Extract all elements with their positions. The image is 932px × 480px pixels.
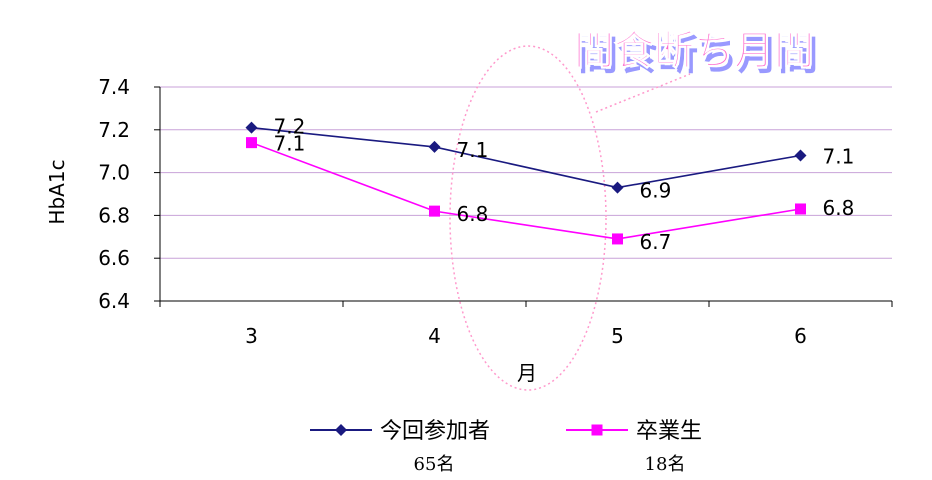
annotation: 間食断ち月間 間食断ち月間 (574, 28, 819, 80)
legend-marker-series-1 (335, 424, 347, 436)
highlight-pointer (595, 73, 691, 113)
series-line-1 (251, 126, 801, 189)
data-label: 7.1 (457, 138, 489, 162)
legend-label-series-1: 今回参加者 (380, 419, 490, 444)
legend-label-series-2: 卒業生 (636, 419, 702, 444)
highlight-ellipse (449, 45, 607, 391)
period-highlight (449, 45, 691, 391)
y-axis-label: HbA1c (45, 159, 69, 224)
x-tick-label: 5 (611, 324, 624, 348)
y-tick-label: 7.0 (98, 161, 130, 185)
data-label: 6.8 (457, 202, 489, 226)
legend-count-series-2: 18名 (645, 454, 686, 475)
data-point (612, 233, 623, 245)
annotation-shadow: 間食断ち月間 (578, 33, 818, 79)
x-tick-label: 4 (428, 324, 441, 348)
x-axis-label: 月 (517, 361, 537, 385)
series-line-2 (251, 141, 801, 240)
y-tick-label: 6.4 (98, 289, 130, 313)
gridlines (160, 86, 892, 259)
data-label: 6.7 (640, 230, 672, 254)
x-tick-label: 3 (245, 324, 258, 348)
data-label: 7.2 (274, 115, 306, 139)
y-tick-label: 6.8 (98, 203, 130, 227)
legend-marker-series-2 (591, 424, 603, 436)
data-point (795, 203, 806, 215)
y-tick-label: 7.4 (98, 75, 130, 99)
legend: 今回参加者 65名 卒業生 18名 (310, 419, 702, 475)
data-point (611, 181, 624, 194)
data-label: 6.9 (640, 179, 672, 203)
data-labels: 7.27.16.97.17.16.86.76.8 (274, 115, 855, 254)
y-tick-label: 6.6 (98, 246, 130, 270)
legend-count-series-1: 65名 (414, 454, 455, 475)
data-label: 7.1 (274, 132, 306, 156)
y-tick-label: 7.2 (98, 118, 130, 142)
data-point (794, 149, 807, 162)
data-point (246, 137, 257, 149)
data-point (429, 205, 440, 217)
data-label: 6.8 (823, 196, 855, 220)
x-tick-label: 6 (794, 324, 807, 348)
axes: 6.4 6.6 6.8 7.0 7.2 7.4 3 4 5 6 (98, 75, 893, 348)
data-label: 7.1 (823, 144, 855, 168)
data-point (428, 140, 441, 153)
data-point (245, 121, 258, 134)
series-group (245, 121, 807, 245)
annotation-text: 間食断ち月間 (574, 28, 814, 74)
